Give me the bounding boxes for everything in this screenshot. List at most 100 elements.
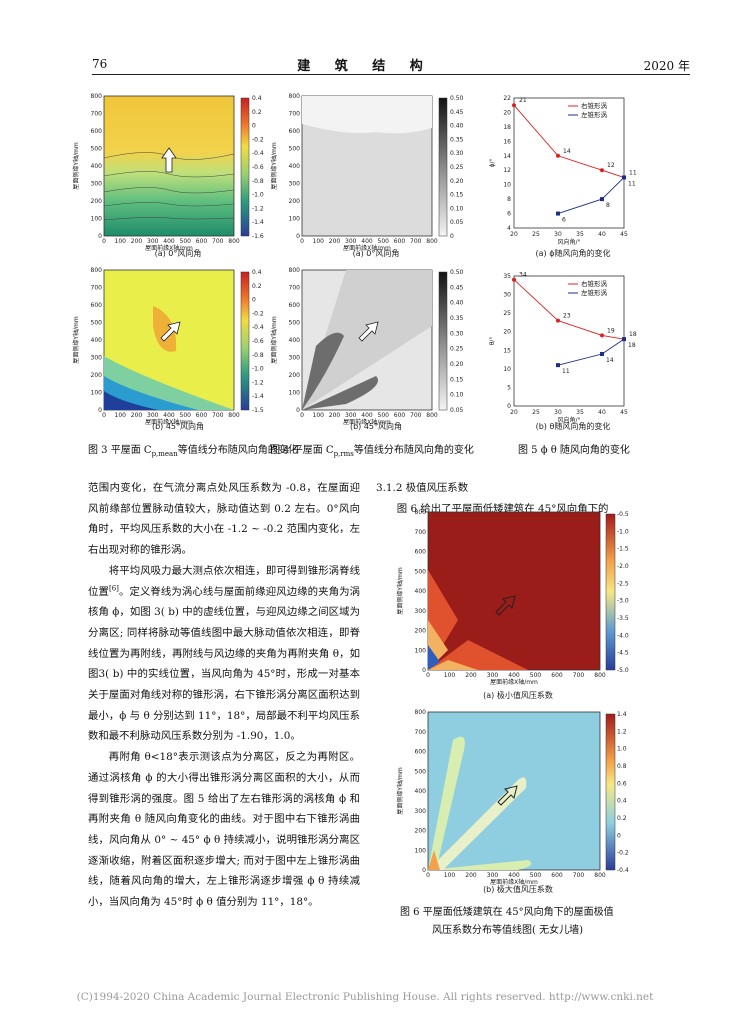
fig3b-colorbar-label: -0.4: [252, 324, 264, 331]
fig4b-colorbar-label: 0.25: [450, 346, 464, 353]
fig3b-xtick: 500: [180, 412, 192, 419]
fig5a-data-label: 21: [519, 97, 527, 104]
fig4b-colorbar-label: 0.40: [450, 300, 464, 307]
fig5a-ytick: 8: [507, 196, 511, 203]
fig6b-xtick: 700: [573, 872, 585, 879]
fig6a-ytick: 500: [415, 568, 427, 575]
fig4b-xtick: 400: [361, 412, 373, 419]
fig3b-colorbar-label: -1.0: [252, 366, 264, 373]
fig3a-colorbar-label: -1.2: [252, 205, 264, 212]
fig3a-xtick: 600: [196, 238, 208, 245]
fig4b-ytick: 400: [289, 337, 301, 344]
fig3b-ytick: 200: [91, 372, 103, 379]
fig6b-colorbar-label: -0.4: [617, 867, 629, 874]
fig6a-xtick: 100: [444, 672, 456, 679]
fig6b-xtick: 0: [426, 872, 430, 879]
fig6b-ytick: 600: [415, 749, 427, 756]
fig4b-colorbar-label: 0.50: [450, 269, 464, 276]
fig5b-ytick: 5: [507, 384, 511, 391]
fig5b-ylabel: θ/°: [489, 337, 496, 346]
fig3b-xtick: 0: [102, 412, 106, 419]
fig6b-xlabel: 屋面前缘X轴/mm: [490, 878, 538, 886]
fig4b-ytick: 100: [289, 390, 301, 397]
fig4a-ytick: 500: [289, 146, 301, 153]
fig5a-xlabel: 风向角/°: [557, 238, 580, 246]
fig3a-colorbar-label: 0: [252, 123, 256, 130]
fig5b-point: [622, 337, 626, 342]
fig3a-ytick: 800: [91, 93, 103, 100]
fig3b-colorbar-label: -0.6: [252, 338, 264, 345]
fig5a-point: [556, 153, 560, 158]
fig4a-colorbar-label: 0.15: [450, 192, 464, 199]
fig3a-ytick: 300: [91, 181, 103, 188]
fig4a-xtick: 200: [329, 238, 341, 245]
fig6b-colorbar-label: 1.0: [617, 746, 627, 753]
fig6: 0 0 100 100 200 200 300 300 400 400 500 500 600 600 70…: [396, 509, 648, 894]
fig4a-colorbar-label: 0.30: [450, 150, 464, 157]
fig4a-colorbar-label: 0.45: [450, 109, 464, 116]
fig4a-xtick: 800: [426, 238, 438, 245]
fig4b-colorbar-label: 0.35: [450, 315, 464, 322]
fig5a-legend-label: 右锥形涡: [581, 101, 607, 110]
fig4a-ytick: 100: [289, 216, 301, 223]
fig3a-ytick: 700: [91, 111, 103, 118]
fig6b-xtick: 400: [508, 872, 520, 879]
fig6b-colorbar-label: 0.6: [617, 780, 627, 787]
fig4a-contour: 0010010020020030030040040050050060060070…: [270, 93, 464, 252]
fig6a-ylabel: 屋面侧缘Y轴/mm: [396, 567, 404, 615]
fig4b-colorbar-label: 0.30: [450, 330, 464, 337]
fig6a-ytick: 300: [415, 608, 427, 615]
fig4b-ytick: 0: [296, 407, 300, 414]
fig3a-ytick: 0: [98, 233, 102, 240]
fig5a-ylabel: ϕ/°: [489, 159, 496, 168]
fig3a-xtick: 800: [228, 238, 240, 245]
fig6a-xlabel: 屋面前缘X轴/mm: [490, 678, 538, 686]
fig6a-colorbar-label: -1.0: [617, 528, 629, 535]
fig3a-xtick: 100: [115, 238, 127, 245]
fig6b-ylabel: 屋面侧缘Y轴/mm: [396, 767, 404, 815]
fig4b-xtick: 500: [378, 412, 390, 419]
fig4a-ytick: 400: [289, 163, 301, 170]
fig4b-colorbar-label: 0.10: [450, 392, 464, 399]
fig6b-caption: (b) 极大值风压系数: [483, 885, 553, 894]
fig6b-ytick: 800: [415, 709, 427, 716]
fig5b-series-line-0: [513, 279, 625, 340]
fig5a-ytick: 14: [503, 153, 511, 160]
fig5a-line-chart: 20 25 30 35 40 45 4 6 8 10 12 14 16 18 20 22 风向角/° ϕ/° 21 1…: [489, 95, 637, 246]
header-rule: [92, 74, 690, 75]
fig3a-colorbar-label: -0.8: [252, 178, 264, 185]
paragraph-3: 再附角 θ<18°表示测该点为分离区，反之为再附区。通过涡核角 ϕ 的大小得出锥…: [88, 751, 360, 909]
fig5a-data-label: 14: [563, 148, 571, 155]
fig6a-ytick: 700: [415, 529, 427, 536]
fig5b-data-label: 11: [562, 368, 570, 375]
fig3b-caption: (b) 45°风向角: [151, 422, 205, 431]
fig3b-ytick: 700: [91, 285, 103, 292]
fig5b-ytick: 35: [503, 273, 511, 280]
fig3b-xtick: 100: [115, 412, 127, 419]
fig6b-ytick: 400: [415, 788, 427, 795]
fig5b-line-chart: 20 25 30 35 40 4505101520253035风向角/°θ/°342319…: [489, 272, 637, 424]
fig6b-xtick: 500: [530, 872, 542, 879]
fig3b-xtick: 800: [228, 412, 240, 419]
fig5b-data-label: 23: [563, 313, 571, 320]
fig3a-ylabel: 屋面侧缘Y轴/mm: [72, 142, 80, 190]
fig4a-xlabel: 屋面前缘X轴/mm: [343, 244, 391, 252]
citation-6[interactable]: [6]: [108, 584, 119, 593]
paragraph-1: 范围内变化，在气流分离点处风压系数为 -0.8，在屋面迎风前缘部位置脉动值较大，…: [88, 482, 360, 557]
fig6a-caption: (a) 极小值风压系数: [483, 691, 553, 700]
fig5b-data-label: 19: [607, 327, 615, 334]
fig4b-contour: 00 100 100 200 200 300 300 400 400 500 500 600 600 70…: [270, 267, 464, 426]
fig3a-xtick: 0: [102, 238, 106, 245]
fig6a-colorbar-label: -3.5: [617, 615, 629, 622]
fig3b-ytick: 300: [91, 355, 103, 362]
fig4a-colorbar-label: 0.10: [450, 205, 464, 212]
fig5b-data-label: 14: [606, 357, 614, 364]
fig4a-xtick: 500: [378, 238, 390, 245]
fig6a-contour: 00 100 100 200 200 300 300 400 400 500 500 600 600 70…: [396, 509, 629, 686]
fig6a-ytick: 100: [415, 647, 427, 654]
fig5a-point: [556, 211, 560, 216]
fig4a-colorbar-label: 0.25: [450, 164, 464, 171]
fig3b-ytick: 0: [98, 407, 102, 414]
fig4a-colorbar-label: 0.20: [450, 178, 464, 185]
fig5a-data-label: 8: [606, 202, 610, 209]
